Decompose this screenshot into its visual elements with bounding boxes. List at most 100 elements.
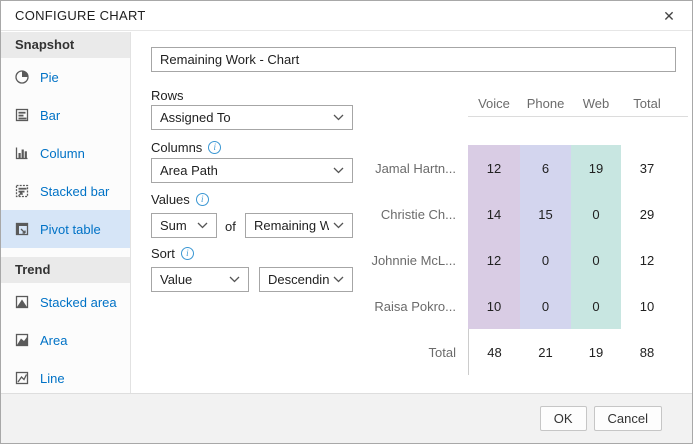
- pivot-col-header: Voice: [478, 95, 510, 111]
- cancel-button[interactable]: Cancel: [593, 406, 662, 431]
- pivot-cell: 0: [520, 237, 571, 283]
- chart-name-input[interactable]: [151, 47, 676, 72]
- sidebar-item-label: Line: [40, 370, 65, 386]
- sidebar-item-line[interactable]: Line: [1, 359, 130, 397]
- info-icon[interactable]: i: [180, 247, 194, 260]
- pivot-row: Raisa Pokro... 10 0 0 10: [374, 283, 674, 329]
- pivot-cell: 0: [571, 191, 621, 237]
- pivot-header-row: Voice Phone Web Total: [382, 90, 674, 116]
- pivot-col-header: Total: [633, 95, 661, 111]
- pivot-total-cell: 19: [588, 344, 604, 360]
- pivot-cell: 6: [520, 145, 571, 191]
- pivot-cell: 14: [468, 191, 520, 237]
- pivot-cell: 12: [468, 237, 520, 283]
- sidebar-item-bar[interactable]: Bar: [1, 96, 130, 134]
- stacked-bar-icon: [14, 183, 30, 199]
- pivot-total-cell: 88: [639, 344, 655, 360]
- columns-select[interactable]: Area Path: [151, 158, 353, 183]
- pivot-row-label: Jamal Hartn...: [375, 160, 456, 176]
- pivot-row-label: Christie Ch...: [380, 206, 456, 222]
- pivot-total-row: Total 48 21 19 88: [382, 329, 674, 375]
- sidebar-item-label: Stacked bar: [40, 183, 110, 199]
- sidebar-item-area[interactable]: Area: [1, 321, 130, 359]
- chevron-down-icon: [229, 276, 240, 283]
- sidebar-item-label: Pivot table: [40, 221, 101, 237]
- ok-button[interactable]: OK: [539, 406, 587, 431]
- info-icon[interactable]: i: [195, 193, 209, 206]
- chevron-down-icon: [197, 222, 208, 229]
- pivot-cell: 19: [571, 145, 621, 191]
- pivot-total-label: Total: [428, 344, 456, 360]
- sidebar-section-snapshot: Snapshot: [1, 32, 130, 58]
- sidebar-section-trend: Trend: [1, 257, 130, 283]
- chevron-down-icon: [333, 222, 344, 229]
- sort-by-value: Value: [160, 272, 193, 287]
- sort-direction-select[interactable]: Descending: [259, 267, 353, 292]
- pivot-col-header: Web: [582, 95, 610, 111]
- rows-label-text: Rows: [151, 88, 184, 103]
- pivot-table-icon: [14, 221, 30, 237]
- pivot-total-cell: 48: [468, 329, 520, 375]
- info-icon[interactable]: i: [208, 141, 222, 154]
- pivot-cell-total: 10: [639, 298, 655, 314]
- values-label: Values i: [151, 192, 209, 207]
- pivot-cell-total: 29: [639, 206, 655, 222]
- dialog-titlebar: CONFIGURE CHART ✕: [1, 1, 692, 31]
- pivot-table-preview: Voice Phone Web Total Jamal Hartn... 12 …: [371, 90, 688, 375]
- sidebar-item-pivot-table[interactable]: Pivot table: [1, 210, 130, 248]
- column-icon: [14, 145, 30, 161]
- pivot-cell: 0: [520, 283, 571, 329]
- values-label-text: Values: [151, 192, 190, 207]
- sort-label-text: Sort: [151, 246, 175, 261]
- values-aggregation-value: Sum: [160, 218, 187, 233]
- chevron-down-icon: [333, 167, 344, 174]
- sort-by-select[interactable]: Value: [151, 267, 249, 292]
- close-icon: ✕: [663, 8, 675, 24]
- values-field-value: Remaining Work: [254, 218, 329, 233]
- dialog-title: CONFIGURE CHART: [15, 8, 146, 23]
- columns-label: Columns i: [151, 140, 222, 155]
- pivot-body: Jamal Hartn... 12 6 19 37 Christie Ch...…: [371, 145, 674, 375]
- pivot-row: Jamal Hartn... 12 6 19 37: [375, 145, 674, 191]
- chevron-down-icon: [333, 114, 344, 121]
- rows-label: Rows: [151, 88, 184, 103]
- dialog-footer: OK Cancel: [1, 393, 692, 443]
- sidebar-item-label: Bar: [40, 107, 61, 123]
- pivot-cell: 0: [571, 237, 621, 283]
- pivot-cell: 0: [571, 283, 621, 329]
- area-icon: [14, 332, 30, 348]
- values-field-select[interactable]: Remaining Work: [245, 213, 353, 238]
- columns-label-text: Columns: [151, 140, 203, 155]
- sort-label: Sort i: [151, 246, 194, 261]
- line-icon: [14, 370, 30, 386]
- sidebar-item-label: Area: [40, 332, 68, 348]
- pivot-row-label: Raisa Pokro...: [374, 298, 456, 314]
- columns-select-value: Area Path: [160, 163, 218, 178]
- sidebar-item-label: Pie: [40, 69, 59, 85]
- pivot-cell: 12: [468, 145, 520, 191]
- rows-select-value: Assigned To: [160, 110, 231, 125]
- sidebar-item-stacked-bar[interactable]: Stacked bar: [1, 172, 130, 210]
- pivot-row: Johnnie McL... 12 0 0 12: [371, 237, 674, 283]
- pivot-cell-total: 12: [639, 252, 655, 268]
- bar-icon: [14, 107, 30, 123]
- chart-type-sidebar: Snapshot Pie Bar Column Stacked bar: [1, 32, 131, 393]
- sort-direction-value: Descending: [268, 272, 329, 287]
- sidebar-item-stacked-area[interactable]: Stacked area: [1, 283, 130, 321]
- pivot-cell-total: 37: [639, 160, 655, 176]
- pivot-cell: 10: [468, 283, 520, 329]
- pivot-col-header: Phone: [526, 95, 565, 111]
- pivot-corner-cell: [382, 90, 468, 116]
- pivot-row-label: Johnnie McL...: [371, 252, 456, 268]
- sidebar-item-column[interactable]: Column: [1, 134, 130, 172]
- sidebar-item-pie[interactable]: Pie: [1, 58, 130, 96]
- sidebar-item-label: Stacked area: [40, 294, 117, 310]
- close-button[interactable]: ✕: [656, 4, 682, 28]
- sidebar-item-label: Column: [40, 145, 85, 161]
- values-aggregation-select[interactable]: Sum: [151, 213, 217, 238]
- values-of-label: of: [225, 219, 236, 234]
- rows-select[interactable]: Assigned To: [151, 105, 353, 130]
- pivot-cell: 15: [520, 191, 571, 237]
- chevron-down-icon: [333, 276, 344, 283]
